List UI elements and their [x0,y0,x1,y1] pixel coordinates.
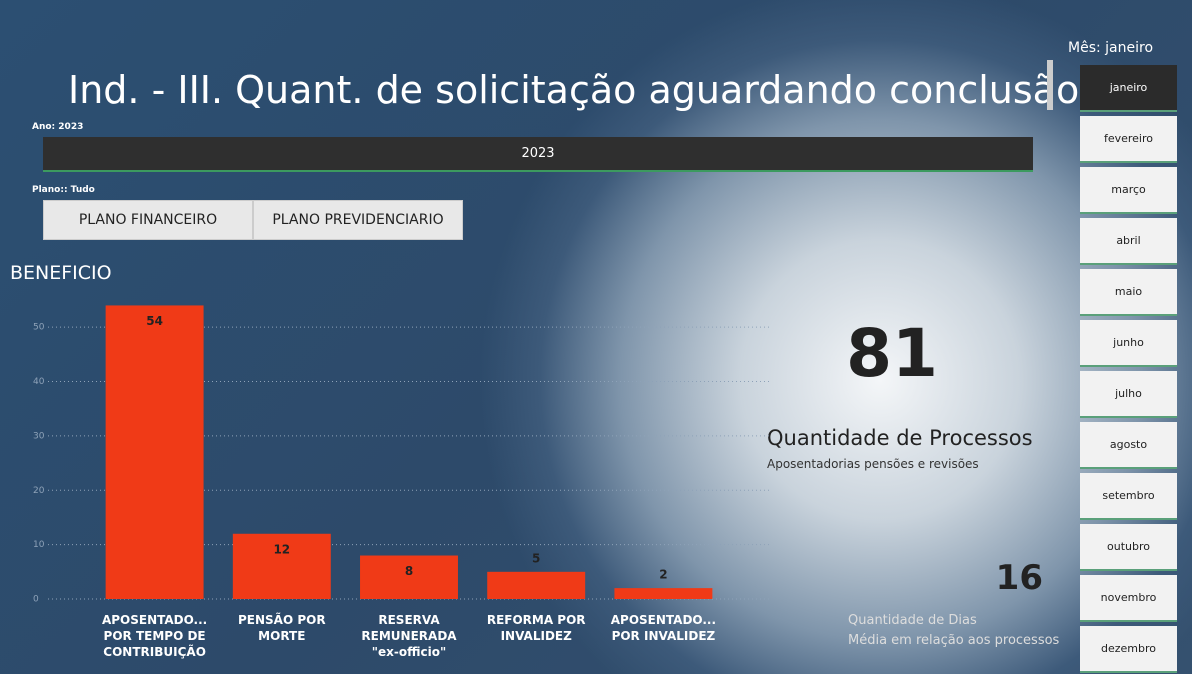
month-button[interactable]: janeiro [1080,65,1177,112]
month-button[interactable]: novembro [1080,575,1177,622]
kpi-value: 81 [767,315,1017,392]
month-label: Mês: janeiro [1068,40,1153,56]
x-tick-label: PENSÃO POR MORTE [222,612,342,644]
kpi-sublabel: Média em relação aos processos [848,633,1059,648]
y-tick-label: 50 [33,323,45,333]
x-tick-label: RESERVA REMUNERADA "ex-officio" [349,612,469,660]
data-label: 2 [659,568,667,582]
month-button[interactable]: abril [1080,218,1177,265]
y-tick-label: 40 [33,377,45,387]
divider [1047,60,1053,110]
month-button[interactable]: setembro [1080,473,1177,520]
month-button[interactable]: agosto [1080,422,1177,469]
month-button[interactable]: dezembro [1080,626,1177,673]
month-button[interactable]: março [1080,167,1177,214]
bar [487,572,585,599]
month-button[interactable]: julho [1080,371,1177,418]
month-button[interactable]: outubro [1080,524,1177,571]
x-tick-label: APOSENTADO... POR INVALIDEZ [603,612,723,644]
kpi-label: Quantidade de Dias [848,613,977,628]
y-tick-label: 20 [33,486,45,496]
kpi-value: 16 [960,558,1043,598]
bar [614,588,712,599]
bar-chart: 0 10 20 30 40 50 54 12 8 5 2 [0,0,780,674]
data-label: 8 [405,564,413,578]
bar [106,305,204,599]
y-tick-label: 0 [33,595,39,605]
kpi-sublabel: Aposentadorias pensões e revisões [767,457,979,471]
data-label: 5 [532,551,540,565]
y-tick-label: 30 [33,431,45,441]
data-label: 54 [146,314,163,328]
y-tick-label: 10 [33,540,45,550]
x-tick-label: APOSENTADO... POR TEMPO DE CONTRIBUIÇÃO [95,612,215,660]
dashboard: Ind. - III. Quant. de solicitação aguard… [0,0,1192,674]
kpi-label: Quantidade de Processos [767,426,1033,450]
month-button[interactable]: maio [1080,269,1177,316]
x-tick-label: REFORMA POR INVALIDEZ [476,612,596,644]
data-label: 12 [273,542,290,556]
month-button[interactable]: junho [1080,320,1177,367]
month-button[interactable]: fevereiro [1080,116,1177,163]
